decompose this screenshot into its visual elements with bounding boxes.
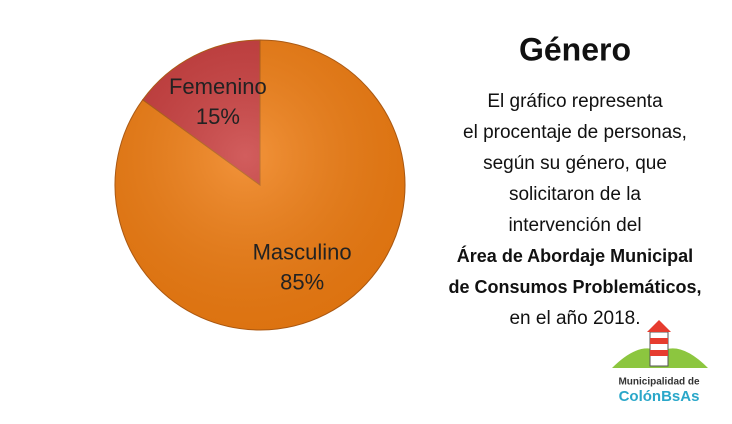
logo: Municipalidad de ColónBsAs bbox=[612, 320, 708, 405]
description-line: Área de Abordaje Municipal bbox=[457, 245, 693, 266]
logo-line1: Municipalidad de bbox=[618, 377, 700, 388]
description-line: solicitaron de la bbox=[509, 184, 641, 205]
chart-title: Género bbox=[519, 31, 631, 67]
description-line: en el año 2018. bbox=[509, 308, 640, 329]
description-line: el procentaje de personas, bbox=[463, 122, 687, 143]
logo-roof bbox=[647, 320, 671, 332]
logo-line2: ColónBsAs bbox=[619, 388, 700, 405]
logo-stripe bbox=[650, 350, 668, 356]
slice-value-label: 85% bbox=[280, 269, 324, 294]
slice-label: Masculino bbox=[253, 239, 352, 264]
logo-stripe bbox=[650, 338, 668, 344]
description-line: de Consumos Problemáticos, bbox=[448, 277, 701, 297]
description-line: según su género, que bbox=[483, 153, 667, 174]
slice-value-label: 15% bbox=[196, 104, 240, 129]
logo-tower bbox=[649, 331, 669, 367]
description-line: El gráfico representa bbox=[487, 91, 663, 112]
slice-label: Femenino bbox=[169, 74, 267, 99]
description-line: intervención del bbox=[508, 215, 641, 236]
